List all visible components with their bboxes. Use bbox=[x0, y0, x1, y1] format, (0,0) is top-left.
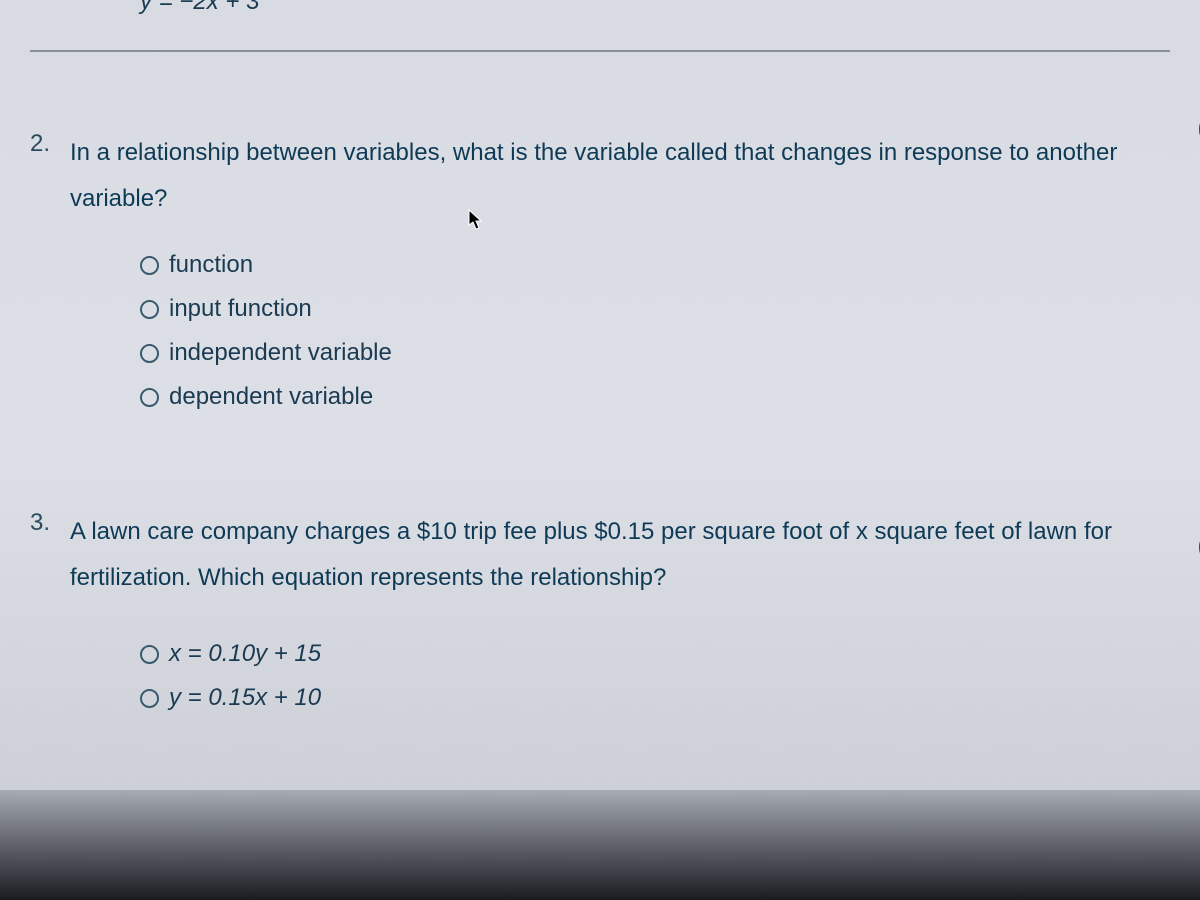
option-row[interactable]: independent variable bbox=[140, 339, 1170, 367]
radio-icon[interactable] bbox=[140, 344, 159, 363]
question-number: 3. bbox=[30, 509, 58, 537]
option-row[interactable]: function bbox=[140, 251, 1170, 279]
option-label: independent variable bbox=[169, 339, 392, 367]
question-block: 2. In a relationship between variables, … bbox=[30, 122, 1170, 411]
radio-icon[interactable] bbox=[140, 300, 159, 319]
bottom-shadow bbox=[0, 790, 1200, 900]
options-list: function input function independent vari… bbox=[140, 251, 1170, 411]
quiz-page: y = −2x + 3 ( ( 2. In a relationship bet… bbox=[0, 0, 1200, 712]
question-block: 3. A lawn care company charges a $10 tri… bbox=[30, 501, 1170, 712]
radio-icon[interactable] bbox=[140, 256, 159, 275]
options-list: x = 0.10y + 15 y = 0.15x + 10 bbox=[140, 640, 1170, 712]
option-row[interactable]: x = 0.10y + 15 bbox=[140, 640, 1170, 668]
option-row[interactable]: dependent variable bbox=[140, 383, 1170, 411]
option-label: x = 0.10y + 15 bbox=[169, 640, 321, 668]
question-header: 3. A lawn care company charges a $10 tri… bbox=[30, 501, 1170, 600]
radio-icon[interactable] bbox=[140, 388, 159, 407]
divider bbox=[30, 50, 1170, 52]
option-row[interactable]: y = 0.15x + 10 bbox=[140, 684, 1170, 712]
question-number: 2. bbox=[30, 130, 58, 158]
option-label: function bbox=[169, 251, 253, 279]
option-label: y = 0.15x + 10 bbox=[169, 684, 321, 712]
radio-icon[interactable] bbox=[140, 689, 159, 708]
option-label: dependent variable bbox=[169, 383, 373, 411]
question-text: In a relationship between variables, wha… bbox=[70, 130, 1170, 221]
question-text: A lawn care company charges a $10 trip f… bbox=[70, 509, 1170, 600]
partial-previous-option: y = −2x + 3 bbox=[140, 0, 259, 16]
option-row[interactable]: input function bbox=[140, 295, 1170, 323]
radio-icon[interactable] bbox=[140, 645, 159, 664]
question-header: 2. In a relationship between variables, … bbox=[30, 122, 1170, 221]
option-label: input function bbox=[169, 295, 312, 323]
